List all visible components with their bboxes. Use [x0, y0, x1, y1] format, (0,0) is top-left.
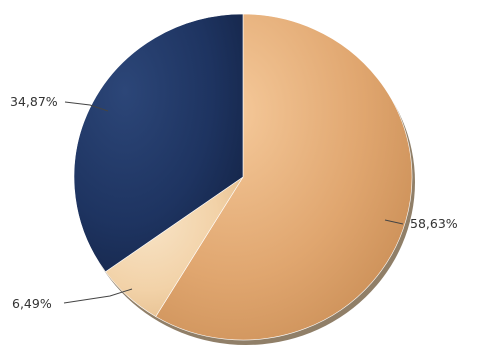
pie-slice-0[interactable]	[155, 13, 413, 341]
pie-slice-2[interactable]	[73, 13, 244, 273]
pie-leader-line-2	[64, 101, 109, 112]
pie-slice-label-1: 6,49%	[12, 296, 52, 311]
pie-labels: 58,63% 6,49% 34,87%	[10, 94, 458, 311]
pie-slice-label-0: 58,63%	[410, 216, 458, 231]
pie-slices	[73, 13, 413, 341]
pie-leader-line-0	[384, 219, 404, 225]
pie-leader-line-1	[63, 288, 133, 304]
pie-slice-label-2: 34,87%	[10, 94, 58, 109]
